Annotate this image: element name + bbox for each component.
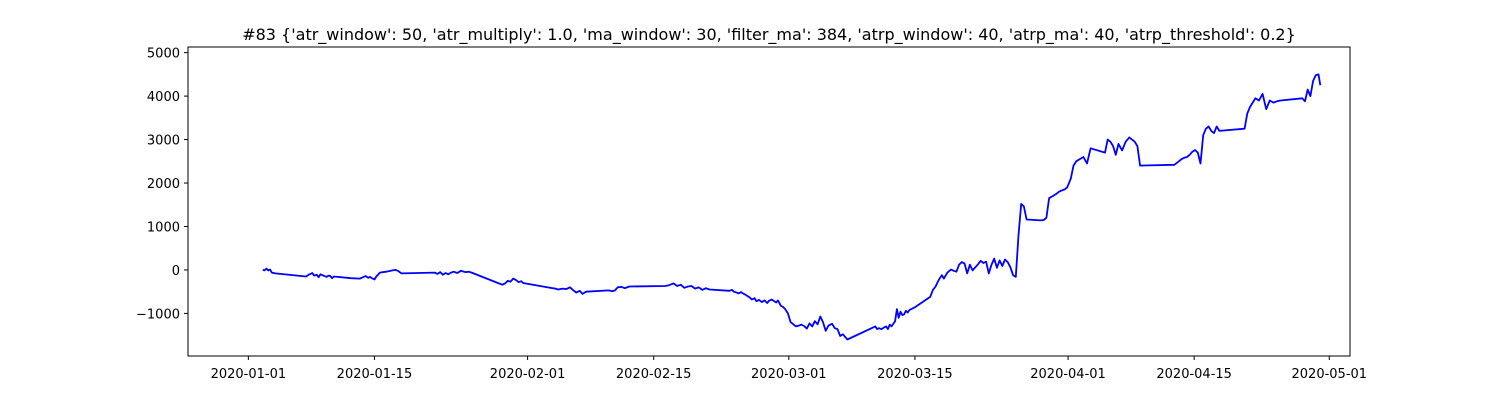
x-tick-label: 2020-04-15 [1156,367,1232,382]
x-tick-label: 2020-04-01 [1030,367,1106,382]
y-tick-label: 2000 [147,177,180,192]
x-tick-label: 2020-02-15 [616,367,692,382]
chart-title: #83 {'atr_window': 50, 'atr_multiply': 1… [242,25,1296,45]
y-tick-label: −1000 [136,307,180,322]
x-axis: 2020-01-01 2020-01-15 2020-02-01 2020-02-15… [211,356,1367,382]
y-tick-label: 0 [172,264,180,279]
series-line-equity [262,73,1322,341]
x-tick-label: 2020-01-15 [337,367,413,382]
x-tick-label: 2020-03-01 [751,367,827,382]
plot-area-frame [187,46,1351,357]
y-tick-label: 5000 [147,47,180,62]
plot-line-layer [262,73,1322,341]
y-axis: −1000 0 1000 2000 3000 4000 5000 [136,47,188,322]
x-tick-label: 2020-02-01 [490,367,566,382]
x-tick-label: 2020-03-15 [877,367,953,382]
y-tick-label: 1000 [147,220,180,235]
x-tick-label: 2020-01-01 [211,367,287,382]
y-tick-label: 3000 [147,134,180,149]
x-tick-label: 2020-05-01 [1292,367,1368,382]
y-tick-label: 4000 [147,90,180,105]
